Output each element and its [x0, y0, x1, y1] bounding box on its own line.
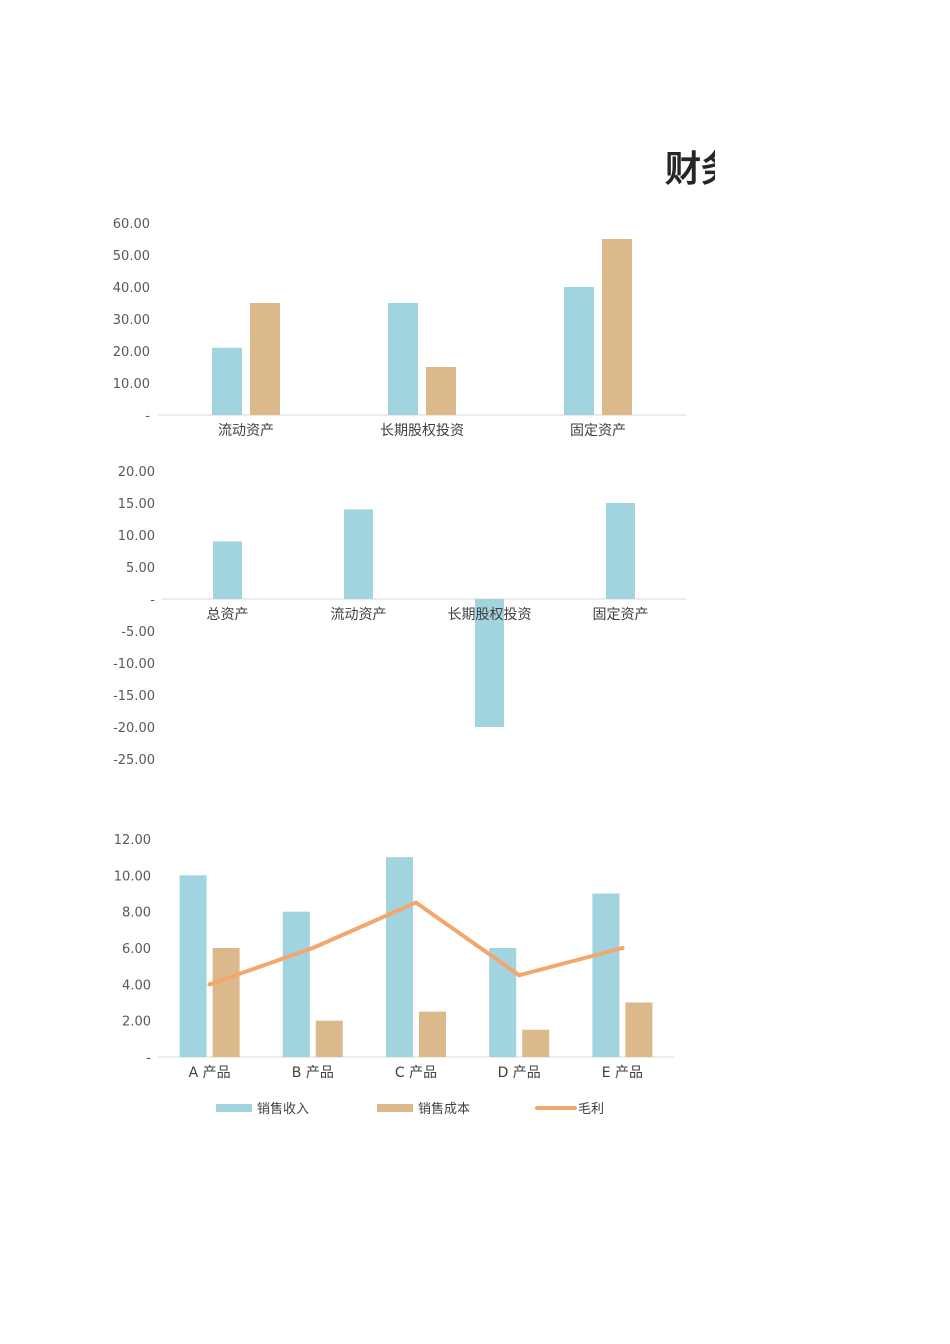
y-tick-label: 30.00 [113, 313, 150, 328]
y-tick-label: 2.00 [122, 1015, 151, 1030]
bar [344, 509, 373, 599]
bar [602, 239, 632, 415]
y-tick-label: -25.00 [113, 753, 155, 768]
category-label: 长期股权投资 [448, 607, 532, 623]
bar [592, 893, 620, 1057]
y-tick-label: - [146, 1051, 151, 1066]
y-tick-label: -10.00 [113, 657, 155, 672]
category-label: E 产品 [602, 1065, 643, 1081]
category-label: B 产品 [292, 1065, 334, 1081]
y-tick-label: - [145, 409, 150, 424]
legend-label: 毛利 [578, 1102, 604, 1117]
line-series-gross-profit [207, 900, 625, 987]
y-tick-label: -20.00 [113, 721, 155, 736]
bar [625, 1002, 653, 1057]
y-tick-label: 10.00 [118, 529, 155, 544]
y-tick-label: 10.00 [114, 869, 151, 884]
category-label: A 产品 [189, 1065, 231, 1081]
line-point [414, 900, 418, 905]
bar [282, 911, 310, 1057]
category-label: 固定资产 [570, 423, 626, 439]
bar [212, 948, 240, 1057]
y-tick-label: - [150, 593, 155, 608]
line-point [310, 946, 315, 950]
bar [606, 503, 635, 599]
bar [489, 948, 517, 1057]
legend-label: 销售收入 [257, 1101, 309, 1117]
y-tick-label: -5.00 [121, 625, 155, 640]
line-point [207, 982, 212, 987]
bar [388, 303, 418, 415]
bar [426, 367, 456, 415]
category-label: 流动资产 [331, 607, 387, 623]
line-point [517, 973, 522, 978]
category-label: 总资产 [207, 607, 249, 623]
y-tick-label: 4.00 [122, 978, 151, 993]
page-title: 财务 [665, 149, 715, 190]
chart-asset-comparison: - 10.00 20.00 30.00 40.00 50.00 60.00 流动资产 长期股权投… [113, 217, 686, 439]
chart-product-sales: - 2.00 4.00 6.00 8.00 10.00 12.00 A 产品 B 产品 C 产品 D… [114, 833, 674, 1117]
category-label: D 产品 [498, 1065, 541, 1081]
y-tick-label: 50.00 [113, 249, 150, 264]
category-label: 长期股权投资 [380, 423, 464, 439]
bar [315, 1020, 343, 1057]
chart-asset-change: -25.00-20.00-15.00-10.00-5.00-5.0010.001… [113, 465, 686, 768]
bar [212, 347, 242, 415]
y-tick-label: 60.00 [113, 217, 150, 232]
y-tick-label: 20.00 [118, 465, 155, 480]
bar [564, 287, 594, 415]
bar [179, 875, 207, 1057]
legend-swatch [377, 1104, 413, 1112]
y-tick-label: 15.00 [118, 497, 155, 512]
bar [213, 541, 242, 599]
category-label: 流动资产 [218, 423, 274, 439]
y-tick-label: 6.00 [122, 942, 151, 957]
y-tick-label: -15.00 [113, 689, 155, 704]
y-tick-label: 20.00 [113, 345, 150, 360]
legend-swatch [216, 1104, 252, 1112]
category-label: C 产品 [395, 1065, 437, 1081]
y-tick-label: 10.00 [113, 377, 150, 392]
category-label: 固定资产 [593, 607, 649, 623]
y-tick-label: 12.00 [114, 833, 151, 848]
bar [250, 303, 280, 415]
line-point [620, 946, 625, 950]
bar [419, 1011, 446, 1057]
bar [386, 857, 413, 1057]
bar [522, 1029, 550, 1057]
legend-label: 销售成本 [418, 1101, 470, 1117]
y-tick-label: 5.00 [126, 561, 155, 576]
y-tick-label: 40.00 [113, 281, 150, 296]
y-tick-label: 8.00 [122, 906, 151, 921]
bar [475, 599, 504, 727]
